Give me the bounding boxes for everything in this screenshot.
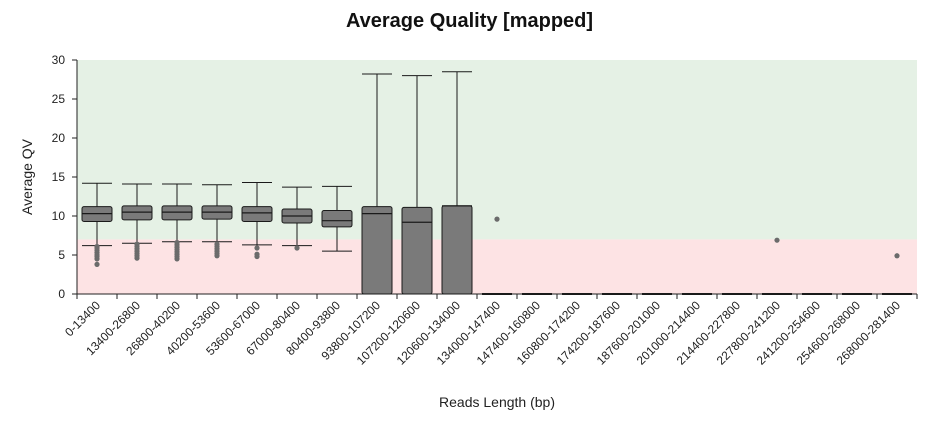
- box-107200-120600: [401, 75, 433, 295]
- y-axis-label: Average QV: [19, 138, 35, 215]
- box-53600-67000: [241, 181, 273, 260]
- box-13400-26800: [121, 183, 153, 261]
- outlier-point: [774, 237, 780, 243]
- box-iqr: [121, 205, 153, 221]
- y-tick-label: 20: [52, 131, 66, 145]
- outlier-point: [494, 216, 500, 222]
- y-axis: 0 5 10 15 20 25 30: [52, 53, 78, 301]
- box-iqr: [441, 205, 473, 295]
- y-tick-label: 15: [52, 170, 66, 184]
- box-iqr: [401, 206, 433, 295]
- box-0-13400: [81, 182, 113, 267]
- y-tick-label: 30: [52, 53, 66, 67]
- box-iqr: [241, 206, 273, 222]
- box-227800-241200: [762, 237, 792, 295]
- outlier-point: [94, 261, 100, 267]
- outlier-point: [134, 241, 140, 247]
- y-tick-label: 10: [52, 209, 66, 223]
- outlier-point: [174, 239, 180, 246]
- outlier-point: [214, 241, 220, 247]
- box-iqr: [321, 210, 353, 228]
- outlier-point: [254, 245, 260, 251]
- outlier-point: [294, 245, 300, 251]
- box-134000-147400: [482, 216, 512, 295]
- x-axis: 0-1340013400-2680026800-4020040200-53600…: [62, 293, 918, 368]
- outlier-point: [254, 251, 260, 257]
- box-268000-281400: [882, 253, 912, 295]
- box-iqr: [161, 205, 193, 221]
- box-93800-107200: [361, 73, 393, 295]
- outlier-point: [94, 243, 100, 250]
- box-120600-134000: [441, 71, 473, 295]
- threshold-band-0: [77, 239, 917, 294]
- y-tick-label: 25: [52, 92, 66, 106]
- outlier-point: [894, 253, 900, 259]
- box-67000-80400: [281, 186, 313, 251]
- box-26800-40200: [161, 183, 193, 262]
- chart-title: Average Quality [mapped]: [345, 10, 594, 32]
- x-axis-label: Reads Length (bp): [439, 394, 555, 410]
- y-tick-label: 0: [58, 287, 65, 301]
- box-80400-93800: [321, 185, 353, 252]
- box-40200-53600: [201, 184, 233, 259]
- threshold-bands: [77, 60, 917, 294]
- y-tick-label: 5: [58, 248, 65, 262]
- box-iqr: [361, 206, 393, 295]
- box-series: [81, 71, 912, 295]
